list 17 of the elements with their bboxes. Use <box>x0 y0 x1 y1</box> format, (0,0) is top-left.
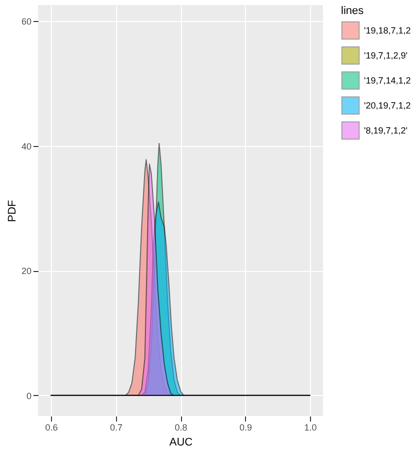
legend-label: '19,18,7,1,2 <box>364 26 411 36</box>
y-tick-label: 0 <box>26 390 32 401</box>
x-tick-label: 1.0 <box>304 422 317 432</box>
y-tick-label: 40 <box>21 141 32 152</box>
x-tick-label: 0.6 <box>45 422 58 432</box>
legend-label: '8,19,7,1,2' <box>364 126 408 136</box>
y-tick-label: 20 <box>21 266 32 276</box>
legend-label: '19,7,1,2,9' <box>364 50 408 60</box>
y-axis-title: PDF <box>6 200 18 222</box>
legend-label: '20,19,7,1,2 <box>364 100 411 110</box>
legend-label: '19,7,14,1,2 <box>364 76 411 86</box>
x-tick-label: 0.7 <box>110 422 122 432</box>
x-tick-label: 0.9 <box>240 422 252 432</box>
x-axis-title: AUC <box>169 436 193 448</box>
y-tick-label: 60 <box>21 16 32 27</box>
x-tick-label: 0.8 <box>174 422 188 432</box>
legend-title: lines <box>341 5 364 17</box>
